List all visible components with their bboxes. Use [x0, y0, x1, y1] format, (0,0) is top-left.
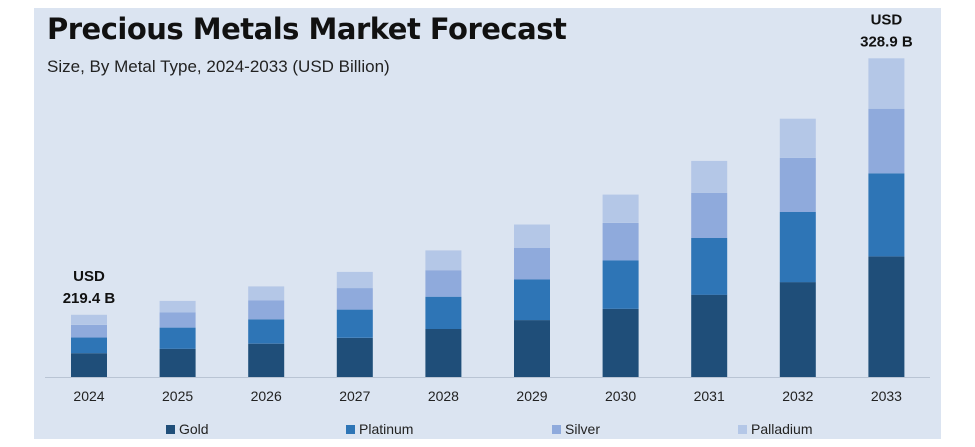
chart-title: Precious Metals Market Forecast: [47, 12, 567, 46]
x-tick-labels: 2024 2025 2026 2027 2028 2029 2030 2031 2032 2033: [73, 388, 902, 404]
x-tick-label-2029: 2029: [516, 388, 547, 404]
bar-palladium-2029: [514, 224, 550, 248]
legend-swatch-gold: [166, 424, 175, 434]
legend: Gold Platinum Silver Palladium: [0, 421, 975, 441]
bar-silver-2031: [691, 192, 728, 238]
bar-gold-2033: [868, 256, 905, 377]
x-tick-label-2027: 2027: [339, 388, 370, 404]
bar-palladium-2027: [336, 271, 373, 288]
bar-silver-2028: [425, 270, 462, 297]
bar-gold-2025: [159, 348, 196, 377]
x-tick-label-2031: 2031: [694, 388, 725, 404]
annotation-total-2024: 219.4 B: [63, 290, 116, 307]
bar-platinum-2030: [602, 260, 639, 309]
annotation-total-2033: 328.9 B: [860, 33, 913, 50]
bar-palladium-2024: [71, 314, 107, 325]
bar-silver-2026: [248, 300, 285, 320]
bar-gold-2029: [514, 320, 550, 377]
bar-gold-2030: [602, 308, 639, 377]
x-tick-label-2026: 2026: [251, 388, 282, 404]
legend-label-platinum: Platinum: [359, 421, 414, 437]
bar-gold-2024: [71, 353, 107, 377]
bar-platinum-2024: [71, 337, 107, 354]
bar-palladium-2025: [159, 300, 196, 313]
bar-platinum-2033: [868, 173, 905, 257]
bar-palladium-2028: [425, 250, 462, 271]
bar-gold-2032: [779, 282, 816, 377]
bar-gold-2031: [691, 294, 728, 377]
legend-label-silver: Silver: [565, 421, 601, 437]
x-tick-label-2024: 2024: [73, 388, 104, 404]
bar-platinum-2026: [248, 319, 285, 344]
legend-item-palladium: Palladium: [738, 421, 812, 437]
x-tick-label-2033: 2033: [871, 388, 902, 404]
x-tick-label-2025: 2025: [162, 388, 193, 404]
bar-silver-2029: [514, 248, 550, 280]
legend-label-palladium: Palladium: [751, 421, 813, 437]
x-tick-label-2030: 2030: [605, 388, 636, 404]
legend-swatch-silver: [552, 424, 561, 434]
bar-gold-2028: [425, 329, 462, 377]
legend-item-gold: Gold: [166, 421, 209, 437]
legend-item-platinum: Platinum: [346, 421, 413, 437]
bar-gold-2027: [336, 337, 373, 377]
bar-silver-2033: [868, 108, 905, 174]
bar-palladium-2032: [779, 118, 816, 158]
annotation-unit-2024: USD: [73, 268, 105, 285]
x-tick-label-2028: 2028: [428, 388, 459, 404]
bar-platinum-2028: [425, 296, 462, 329]
bar-silver-2024: [71, 325, 107, 338]
legend-item-silver: Silver: [552, 421, 600, 437]
x-tick-label-2032: 2032: [782, 388, 813, 404]
bar-platinum-2025: [159, 327, 196, 349]
bar-silver-2030: [602, 222, 639, 261]
bar-gold-2026: [248, 343, 285, 377]
bar-group: [71, 58, 905, 377]
bar-platinum-2029: [514, 279, 550, 321]
bar-palladium-2030: [602, 194, 639, 223]
bar-silver-2032: [779, 157, 816, 212]
bar-silver-2025: [159, 312, 196, 328]
total-annotations: USD 219.4 B USD 328.9 B: [63, 11, 913, 307]
bar-platinum-2027: [336, 309, 373, 338]
bar-palladium-2026: [248, 286, 285, 301]
bar-platinum-2032: [779, 212, 816, 283]
chart-subtitle: Size, By Metal Type, 2024-2033 (USD Bill…: [47, 57, 390, 76]
legend-label-gold: Gold: [179, 421, 209, 437]
bar-palladium-2031: [691, 160, 728, 193]
bar-palladium-2033: [868, 58, 905, 109]
legend-swatch-platinum: [346, 424, 355, 434]
legend-swatch-palladium: [738, 424, 747, 434]
bar-platinum-2031: [691, 238, 728, 295]
bar-silver-2027: [336, 288, 373, 310]
annotation-unit-2033: USD: [871, 11, 903, 28]
